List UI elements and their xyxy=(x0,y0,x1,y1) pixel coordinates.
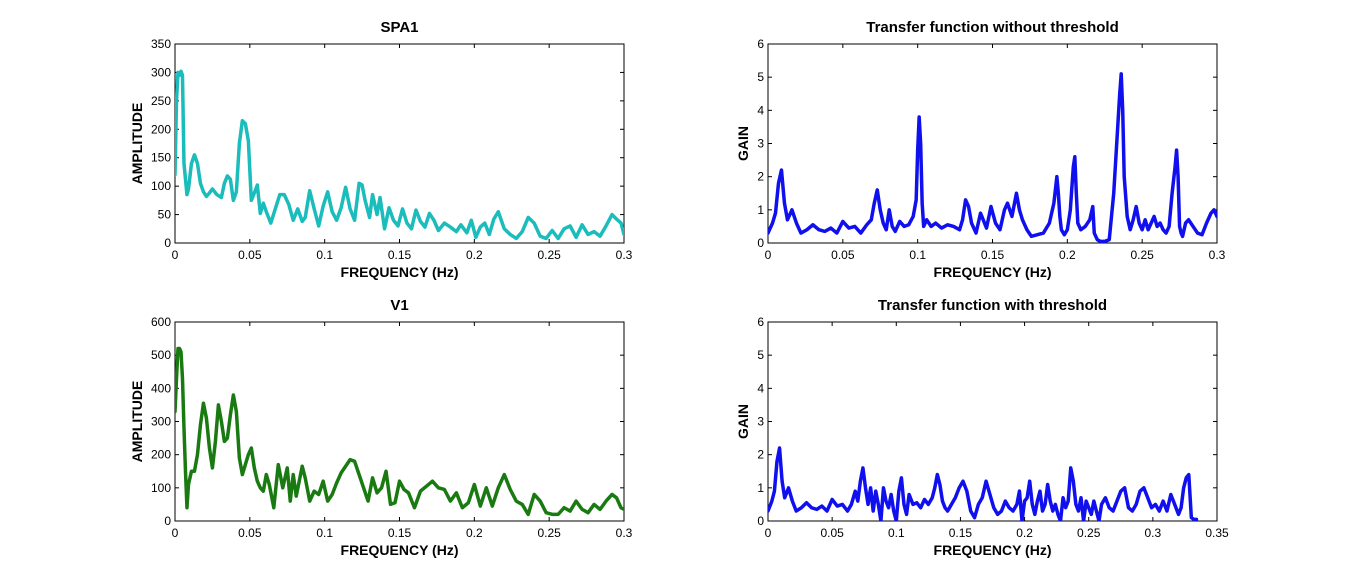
y-tick-label: 1 xyxy=(757,481,764,495)
x-axis-label: FREQUENCY (Hz) xyxy=(934,542,1052,558)
x-tick-label: 0 xyxy=(172,248,179,262)
y-tick-label: 300 xyxy=(151,415,171,429)
x-tick-label: 0.2 xyxy=(466,526,483,540)
y-tick-label: 0 xyxy=(164,236,171,250)
y-tick-label: 400 xyxy=(151,381,171,395)
y-tick-label: 5 xyxy=(757,70,764,84)
x-tick-label: 0.2 xyxy=(466,248,483,262)
x-tick-label: 0 xyxy=(172,526,179,540)
chart-title: SPA1 xyxy=(380,19,418,36)
y-tick-label: 100 xyxy=(151,179,171,193)
y-tick-label: 200 xyxy=(151,122,171,136)
x-tick-label: 0.25 xyxy=(1077,526,1101,540)
chart-panel-2: 0 0.05 0.1 0.15 0.2 0.25 0.3 0 1 2 3 4 5 6 Transfer fu… xyxy=(735,19,1226,280)
x-tick-label: 0.05 xyxy=(831,248,855,262)
chart-panel-1: 0 0.05 0.1 0.15 0.2 0.25 0.3 0 50 100 150 200 250 300… xyxy=(129,19,633,280)
x-tick-label: 0.3 xyxy=(616,248,633,262)
x-tick-label: 0.15 xyxy=(388,248,412,262)
y-tick-label: 350 xyxy=(151,37,171,51)
y-tick-label: 1 xyxy=(757,203,764,217)
y-tick-label: 200 xyxy=(151,448,171,462)
x-axis-label: FREQUENCY (Hz) xyxy=(341,264,459,280)
x-tick-label: 0.15 xyxy=(981,248,1005,262)
y-tick-label: 4 xyxy=(757,381,764,395)
series-line xyxy=(768,72,1217,243)
y-tick-label: 2 xyxy=(757,170,764,184)
x-tick-label: 0.35 xyxy=(1205,526,1229,540)
y-tick-label: 50 xyxy=(158,208,172,222)
plot-area xyxy=(174,43,625,244)
chart-panel-3: 0 0.05 0.1 0.15 0.2 0.25 0.3 0 100 200 300 400 500 60… xyxy=(129,297,633,558)
y-tick-label: 4 xyxy=(757,103,764,117)
x-tick-label: 0.3 xyxy=(616,526,633,540)
y-tick-label: 3 xyxy=(757,415,764,429)
chart-title: Transfer function with threshold xyxy=(878,297,1107,314)
y-tick-label: 5 xyxy=(757,348,764,362)
y-axis-label: GAIN xyxy=(735,404,751,439)
plot-area xyxy=(767,321,1218,522)
x-tick-label: 0.15 xyxy=(388,526,412,540)
x-tick-label: 0 xyxy=(765,248,772,262)
y-tick-label: 500 xyxy=(151,348,171,362)
y-tick-label: 250 xyxy=(151,94,171,108)
x-tick-label: 0.25 xyxy=(537,248,561,262)
x-tick-label: 0.1 xyxy=(316,248,333,262)
chart-title: V1 xyxy=(390,297,408,314)
y-tick-label: 0 xyxy=(757,236,764,250)
x-tick-label: 0.3 xyxy=(1145,526,1162,540)
y-tick-label: 100 xyxy=(151,481,171,495)
y-tick-label: 3 xyxy=(757,137,764,151)
x-tick-label: 0.3 xyxy=(1209,248,1226,262)
y-axis-label: GAIN xyxy=(735,126,751,161)
x-axis-label: FREQUENCY (Hz) xyxy=(341,542,459,558)
y-tick-label: 600 xyxy=(151,315,171,329)
chart-panel-4: 0 0.05 0.1 0.15 0.2 0.25 0.3 0.35 0 1 2 3 4 5 6 Transfe… xyxy=(735,297,1229,558)
x-tick-label: 0.1 xyxy=(888,526,905,540)
x-tick-label: 0 xyxy=(765,526,772,540)
plot-area xyxy=(174,321,625,522)
x-tick-label: 0.25 xyxy=(537,526,561,540)
x-axis-label: FREQUENCY (Hz) xyxy=(934,264,1052,280)
x-tick-label: 0.2 xyxy=(1016,526,1033,540)
y-tick-label: 6 xyxy=(757,37,764,51)
x-tick-label: 0.2 xyxy=(1059,248,1076,262)
y-axis-label: AMPLITUDE xyxy=(129,103,145,185)
series-line xyxy=(768,446,1199,521)
y-tick-label: 6 xyxy=(757,315,764,329)
chart-title: Transfer function without threshold xyxy=(866,19,1119,36)
x-tick-label: 0.25 xyxy=(1130,248,1154,262)
y-tick-label: 0 xyxy=(164,514,171,528)
y-tick-label: 300 xyxy=(151,65,171,79)
x-tick-label: 0.15 xyxy=(949,526,973,540)
y-axis-label: AMPLITUDE xyxy=(129,381,145,463)
series-line xyxy=(175,69,624,241)
x-tick-label: 0.05 xyxy=(238,248,262,262)
y-tick-label: 150 xyxy=(151,151,171,165)
x-tick-label: 0.05 xyxy=(238,526,262,540)
y-tick-label: 2 xyxy=(757,448,764,462)
x-tick-label: 0.1 xyxy=(909,248,926,262)
x-tick-label: 0.05 xyxy=(820,526,844,540)
x-tick-label: 0.1 xyxy=(316,526,333,540)
y-tick-label: 0 xyxy=(757,514,764,528)
series-line xyxy=(175,346,624,517)
